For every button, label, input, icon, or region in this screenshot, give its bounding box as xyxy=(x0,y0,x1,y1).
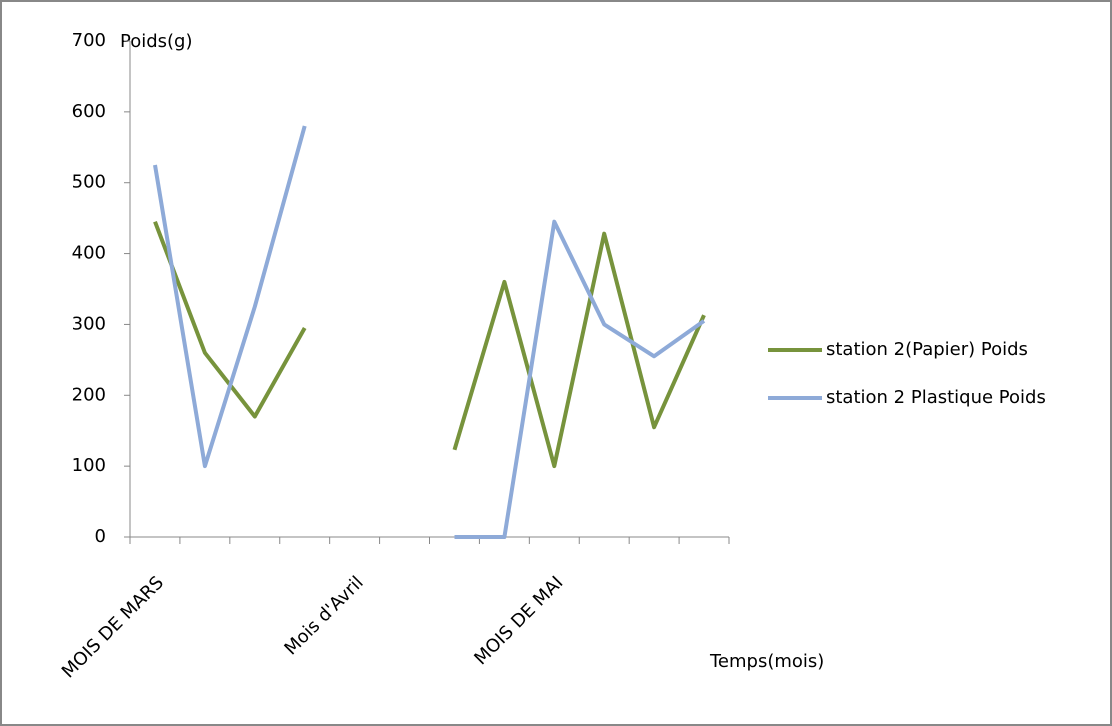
y-tick-label: 300 xyxy=(72,313,106,334)
y-tick-label: 400 xyxy=(72,243,106,264)
series-line xyxy=(153,125,706,539)
y-tick-label: 600 xyxy=(72,101,106,122)
y-tick-label: 100 xyxy=(72,455,106,476)
x-axis-label: Temps(mois) xyxy=(709,651,824,672)
y-axis-label: Poids(g) xyxy=(120,31,193,52)
y-tick-label: 0 xyxy=(95,526,106,547)
y-tick-label: 200 xyxy=(72,384,106,405)
legend-label: station 2(Papier) Poids xyxy=(826,339,1028,360)
legend-label: station 2 Plastique Poids xyxy=(826,387,1046,408)
y-tick-label: 500 xyxy=(72,172,106,193)
y-tick-label: 700 xyxy=(72,30,106,51)
